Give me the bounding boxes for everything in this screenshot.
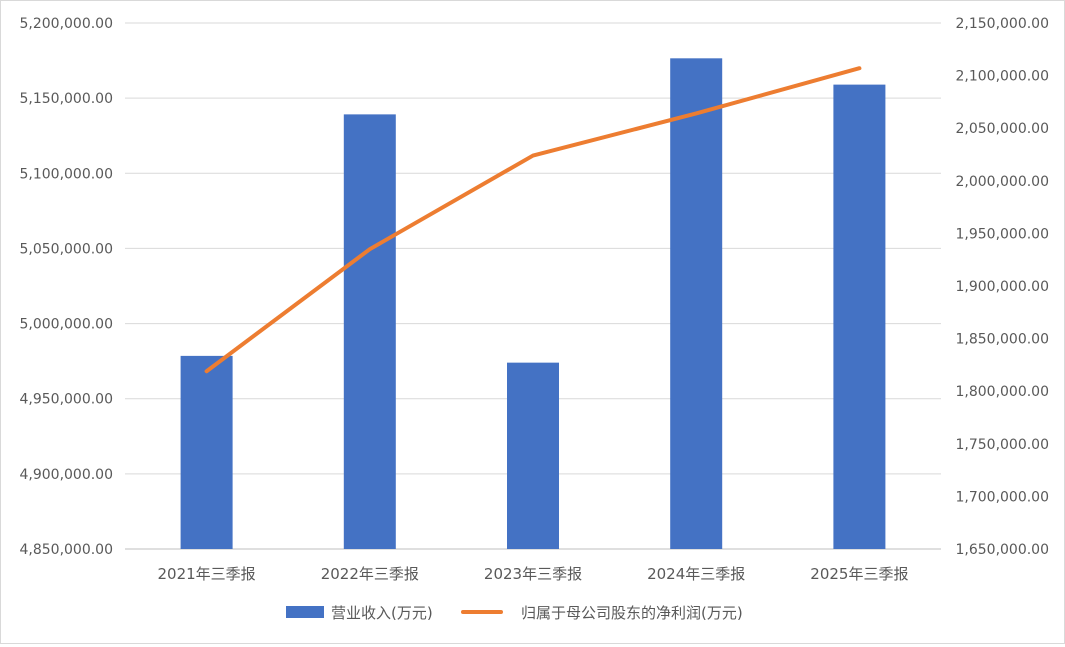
revenue-bar — [180, 355, 233, 549]
left-tick-label: 5,100,000.00 — [19, 166, 113, 182]
left-tick-label: 4,900,000.00 — [19, 467, 113, 483]
right-tick-label: 2,050,000.00 — [955, 121, 1049, 137]
right-tick-label: 2,100,000.00 — [955, 69, 1049, 85]
revenue-bar — [343, 114, 396, 549]
right-tick-label: 2,000,000.00 — [955, 174, 1049, 190]
right-tick-label: 1,750,000.00 — [955, 437, 1049, 453]
right-tick-label: 2,150,000.00 — [955, 16, 1049, 32]
revenue-bar — [833, 84, 886, 550]
category-label: 2022年三季报 — [321, 565, 419, 583]
right-axis-ticks: 1,650,000.00 1,700,000.00 1,750,000.00 1,80… — [955, 16, 1049, 558]
legend-label-net-profit: 归属于母公司股东的净利润(万元) — [521, 604, 743, 622]
right-tick-label: 1,650,000.00 — [955, 542, 1049, 558]
category-label: 2024年三季报 — [647, 565, 745, 583]
right-tick-label: 1,950,000.00 — [955, 226, 1049, 242]
category-axis: 2021年三季报 2022年三季报 2023年三季报 2024年三季报 2025年三季报 — [158, 565, 909, 583]
category-label: 2021年三季报 — [158, 565, 256, 583]
left-axis-ticks: 4,850,000.00 4,900,000.00 4,950,000.00 5,00… — [19, 16, 113, 558]
legend-label-revenue: 营业收入(万元) — [331, 604, 433, 622]
left-tick-label: 5,050,000.00 — [19, 241, 113, 257]
left-tick-label: 5,150,000.00 — [19, 91, 113, 107]
net-profit-line — [204, 66, 862, 374]
category-label: 2023年三季报 — [484, 565, 582, 583]
line-series — [204, 66, 862, 374]
left-tick-label: 4,950,000.00 — [19, 392, 113, 408]
legend: 营业收入(万元) 归属于母公司股东的净利润(万元) — [286, 604, 743, 622]
right-tick-label: 1,800,000.00 — [955, 384, 1049, 400]
revenue-bar — [670, 58, 723, 550]
right-tick-label: 1,700,000.00 — [955, 489, 1049, 505]
bar-series — [180, 58, 886, 550]
left-tick-label: 5,000,000.00 — [19, 317, 113, 333]
revenue-bar — [507, 362, 559, 549]
category-label: 2025年三季报 — [810, 565, 908, 583]
right-tick-label: 1,850,000.00 — [955, 332, 1049, 348]
legend-swatch-revenue — [286, 606, 324, 618]
right-tick-label: 1,900,000.00 — [955, 279, 1049, 295]
left-tick-label: 5,200,000.00 — [19, 16, 113, 32]
left-tick-label: 4,850,000.00 — [19, 542, 113, 558]
